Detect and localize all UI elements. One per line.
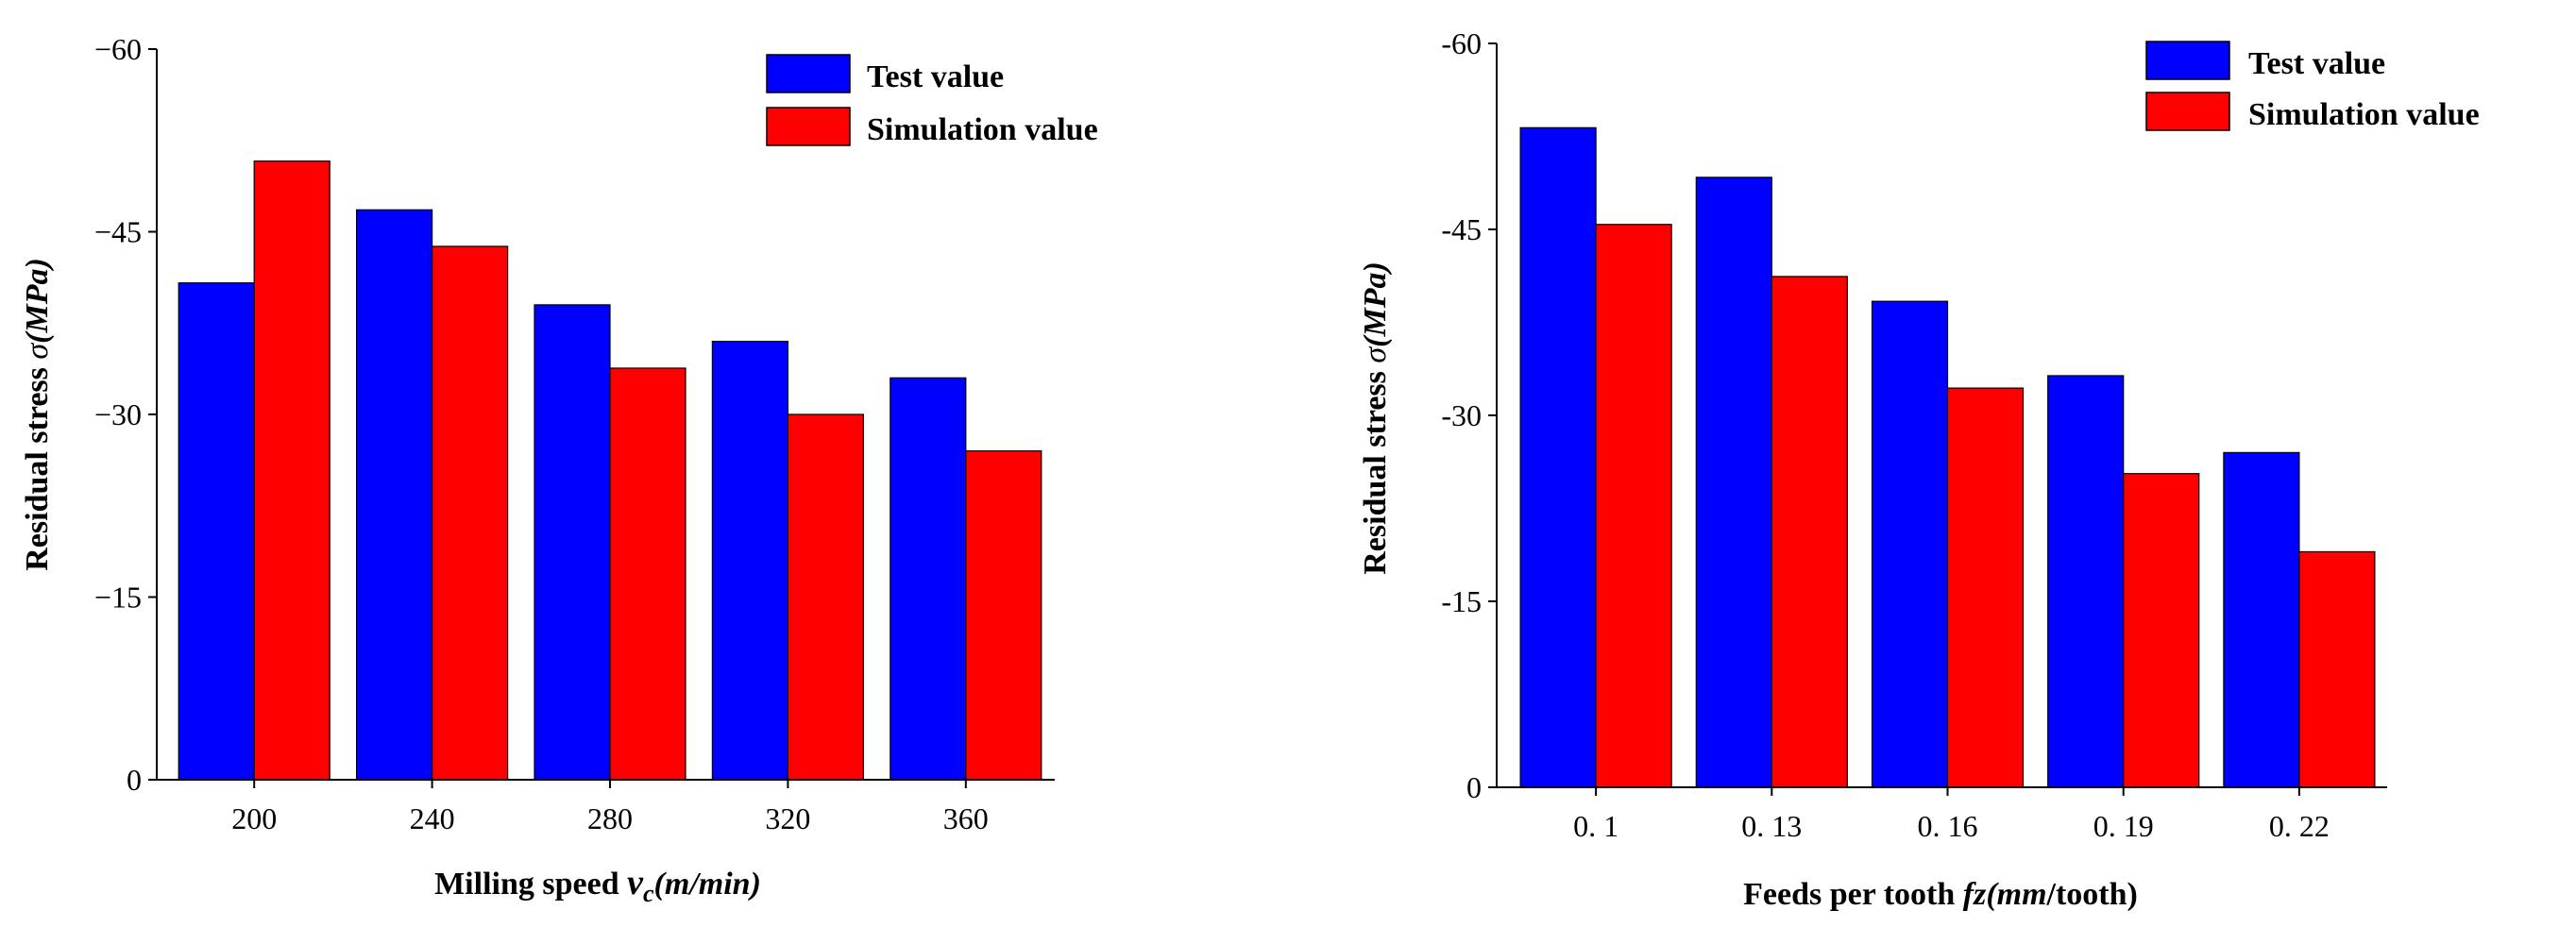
- bar-simulation-2: [1946, 387, 2025, 788]
- x-tick-label-0: 0. 1: [1573, 809, 1618, 843]
- y-tick-label-0: 0: [1466, 770, 1482, 804]
- bar-simulation-1: [1771, 276, 1848, 788]
- legend-swatch-sim: [2145, 92, 2230, 131]
- y-tick-label-1: -15: [1441, 584, 1482, 618]
- x-title-unit-mm: (mm: [1986, 877, 2046, 912]
- x-axis-title: Milling speed vc(m/min): [434, 863, 761, 907]
- bar-test-4: [890, 377, 967, 781]
- y-tick-label-4: -60: [1441, 26, 1482, 60]
- bar-test-1: [1695, 177, 1772, 788]
- bar-simulation-0: [1595, 224, 1672, 788]
- bar-test-4: [2223, 451, 2300, 788]
- y-tick-label-2: -30: [1441, 398, 1482, 432]
- x-title-unit-tooth: /tooth): [2046, 877, 2138, 912]
- y-title-unit: (MPa): [1358, 261, 1393, 347]
- legend-swatch-test: [766, 54, 851, 93]
- x-tick-label-2: 0. 16: [1918, 809, 1978, 843]
- y-tick-label-1: −15: [94, 581, 142, 615]
- x-title-var: fz: [1963, 877, 1987, 912]
- bar-simulation-3: [2123, 473, 2200, 788]
- y-title-text: Residual stress: [1358, 363, 1393, 575]
- bar-test-1: [356, 209, 433, 781]
- y-tick-label-0: 0: [127, 763, 142, 797]
- y-title-unit: (MPa): [20, 258, 55, 344]
- x-tick-label-0: 200: [231, 801, 277, 835]
- legend-label-sim: Simulation value: [2248, 97, 2480, 132]
- y-tick-label-2: −30: [94, 397, 142, 431]
- bar-test-0: [1519, 126, 1597, 788]
- legend: Test value Simulation value: [766, 54, 1098, 147]
- legend-swatch-test: [2145, 41, 2230, 80]
- x-tick-label-4: 360: [943, 801, 989, 835]
- legend-label-test: Test value: [867, 59, 1004, 94]
- bar-test-2: [1871, 300, 1949, 788]
- x-title-text: Milling speed: [434, 867, 627, 902]
- bars-group: [1519, 126, 2376, 788]
- y-axis-title: Residual stress σ(MPa): [1358, 261, 1393, 575]
- x-ticks: 0. 1 0. 13 0. 16 0. 19 0. 22: [1573, 787, 2330, 843]
- bar-test-2: [534, 304, 611, 781]
- bar-test-3: [2047, 375, 2125, 788]
- x-tick-label-3: 0. 19: [2093, 809, 2154, 843]
- y-axis-title: Residual stress σ(MPa): [20, 258, 55, 571]
- bar-simulation-4: [965, 450, 1042, 781]
- chart-milling-speed: 0 −15 −30 −45 −60 200 240 280 320 360 Test value…: [20, 32, 1098, 907]
- bars-group: [178, 160, 1042, 781]
- bar-simulation-0: [253, 160, 330, 781]
- bar-simulation-3: [787, 413, 865, 781]
- bar-simulation-4: [2298, 550, 2376, 788]
- x-tick-label-1: 0. 13: [1741, 809, 1802, 843]
- y-tick-label-3: -45: [1441, 212, 1482, 246]
- x-tick-label-3: 320: [765, 801, 810, 835]
- bar-test-3: [711, 341, 789, 781]
- x-tick-label-1: 240: [410, 801, 455, 835]
- bar-simulation-2: [609, 367, 686, 781]
- legend-label-test: Test value: [2248, 46, 2385, 81]
- y-title-text: Residual stress: [20, 360, 55, 571]
- legend: Test value Simulation value: [2145, 41, 2480, 132]
- y-tick-label-4: −60: [94, 32, 142, 66]
- chart-feeds-per-tooth: 0 -15 -30 -45 -60 0. 1 0. 13 0. 16 0. 19 0. 22 T…: [1358, 26, 2480, 912]
- x-title-sub: c: [643, 880, 654, 907]
- x-ticks: 200 240 280 320 360: [231, 780, 989, 835]
- y-ticks: 0 -15 -30 -45 -60: [1441, 26, 1497, 804]
- x-title-text: Feeds per tooth: [1743, 877, 1963, 912]
- bar-test-0: [178, 282, 255, 781]
- x-title-unit: (m/min): [654, 867, 761, 902]
- x-title-var: v: [627, 863, 644, 902]
- bar-simulation-1: [432, 245, 509, 781]
- y-tick-label-3: −45: [94, 215, 142, 249]
- legend-swatch-sim: [766, 107, 851, 146]
- legend-label-sim: Simulation value: [867, 112, 1098, 147]
- y-title-sigma: σ: [20, 343, 55, 360]
- x-tick-label-4: 0. 22: [2269, 809, 2330, 843]
- x-axis-title: Feeds per tooth fz(mm/tooth): [1743, 877, 2138, 912]
- x-tick-label-2: 280: [587, 801, 633, 835]
- y-ticks: 0 −15 −30 −45 −60: [94, 32, 157, 797]
- y-title-sigma: σ: [1358, 346, 1393, 363]
